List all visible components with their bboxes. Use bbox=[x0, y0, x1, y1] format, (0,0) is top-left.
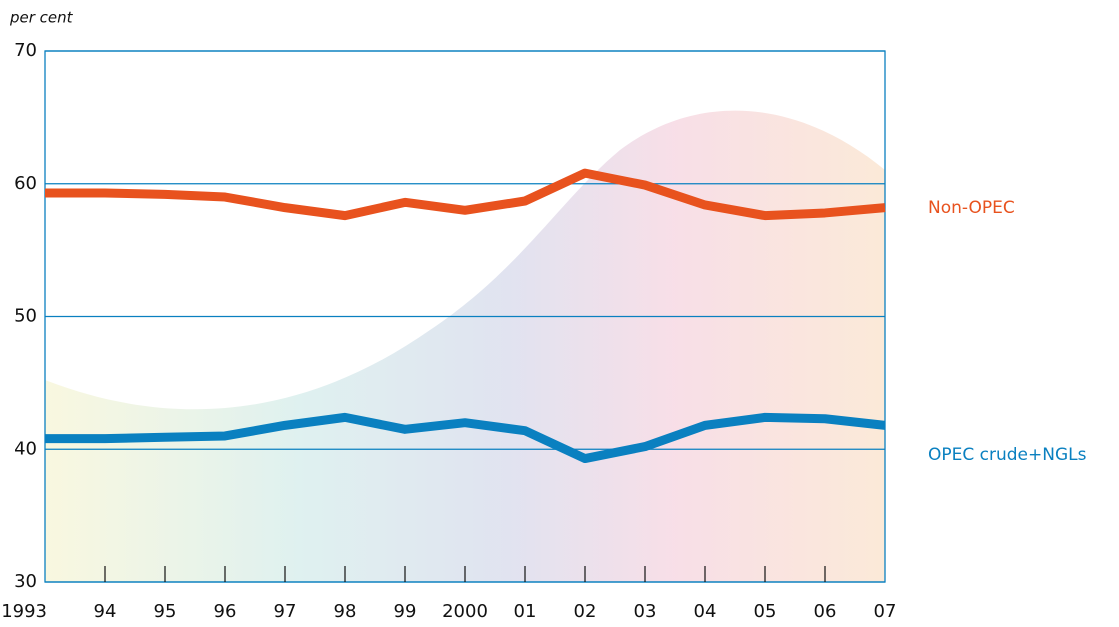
x-tick-label: 97 bbox=[274, 601, 297, 622]
y-tick-label: 30 bbox=[14, 571, 37, 592]
x-tick-label: 1993 bbox=[1, 601, 47, 622]
x-tick-label: 01 bbox=[514, 601, 537, 622]
x-tick-label: 2000 bbox=[442, 601, 488, 622]
x-tick-label: 03 bbox=[634, 601, 657, 622]
x-tick-label: 05 bbox=[754, 601, 777, 622]
x-tick-label: 02 bbox=[574, 601, 597, 622]
series-line bbox=[45, 412, 886, 464]
y-tick-label: 70 bbox=[14, 40, 37, 61]
x-tick-label: 96 bbox=[214, 601, 237, 622]
x-tick-label: 94 bbox=[94, 601, 117, 622]
background-decoration bbox=[45, 110, 885, 582]
x-tick-label: 07 bbox=[874, 601, 897, 622]
x-tick-label: 98 bbox=[334, 601, 357, 622]
x-tick-label: 04 bbox=[694, 601, 717, 622]
series-line bbox=[45, 168, 886, 221]
y-tick-label: 50 bbox=[14, 306, 37, 327]
x-tick-label: 95 bbox=[154, 601, 177, 622]
legend-label: OPEC crude+NGLs bbox=[928, 445, 1087, 465]
plot: 30 40 50 60 70 1993 94 95 96 97 98 99 2000 01 02 03 04 05… bbox=[1, 40, 896, 622]
x-tick-label: 99 bbox=[394, 601, 417, 622]
x-tick-label: 06 bbox=[814, 601, 837, 622]
legend-label: Non-OPEC bbox=[928, 198, 1015, 218]
y-tick-label: 60 bbox=[14, 173, 37, 194]
y-tick-label: 40 bbox=[14, 438, 37, 459]
y-axis-unit: per cent bbox=[9, 9, 74, 27]
